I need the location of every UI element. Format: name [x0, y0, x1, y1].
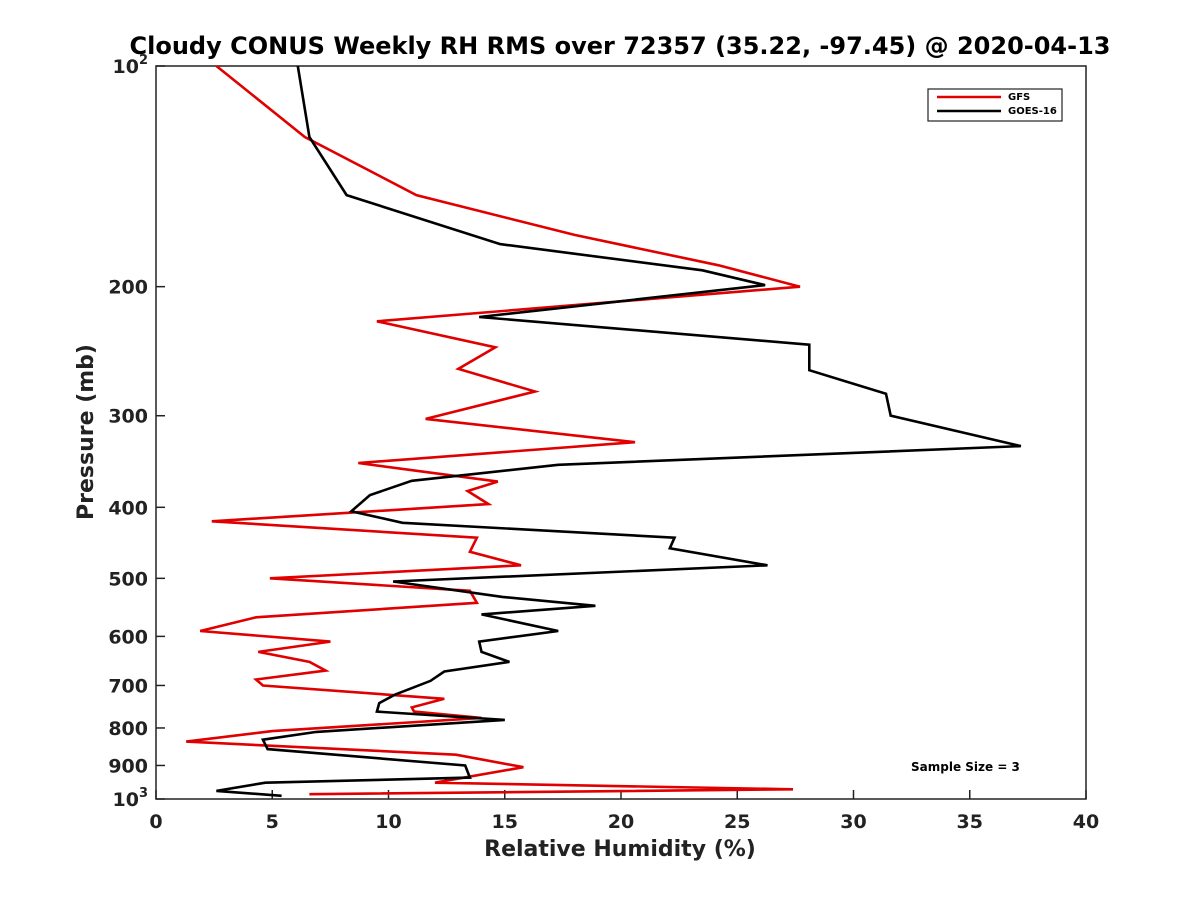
x-tick-label: 15	[492, 811, 518, 833]
y-tick-label: 800	[108, 718, 148, 740]
y-tick-label: 103	[113, 786, 149, 811]
x-tick-label: 40	[1073, 811, 1099, 833]
y-tick-label: 600	[108, 626, 148, 648]
y-tick-label: 300	[108, 406, 148, 428]
y-tick-label: 500	[108, 568, 148, 590]
x-tick-label: 0	[149, 811, 162, 833]
x-tick-label: 5	[266, 811, 279, 833]
y-axis: 102 200 300 400 500 600 700 800 900 103	[108, 53, 165, 811]
sample-size-annotation: Sample Size = 3	[911, 760, 1020, 774]
x-axis: 0 5 10 15 20 25 30 35 40	[149, 790, 1099, 833]
series-line-gfs	[186, 64, 801, 796]
x-tick-label: 25	[724, 811, 750, 833]
y-tick-label: 700	[108, 675, 148, 697]
chart-title: Cloudy CONUS Weekly RH RMS over 72357 (3…	[130, 32, 1111, 60]
y-axis-label: Pressure (mb)	[74, 344, 99, 520]
plot-series	[186, 64, 1022, 798]
legend-box	[927, 88, 1063, 122]
y-tick-label: 900	[108, 755, 148, 777]
y-tick-label: 102	[113, 53, 149, 78]
x-axis-label: Relative Humidity (%)	[484, 837, 756, 862]
x-tick-label: 20	[608, 811, 634, 833]
legend-label-goes16: GOES-16	[1008, 106, 1057, 117]
y-tick-label: 400	[108, 497, 148, 519]
legend-label-gfs: GFS	[1008, 92, 1030, 103]
legend: GFS GOES-16	[927, 88, 1063, 122]
series-line-goes16	[216, 65, 1022, 798]
x-tick-label: 10	[375, 811, 401, 833]
y-tick-label: 200	[108, 277, 148, 299]
x-tick-label: 30	[840, 811, 866, 833]
x-tick-label: 35	[957, 811, 983, 833]
